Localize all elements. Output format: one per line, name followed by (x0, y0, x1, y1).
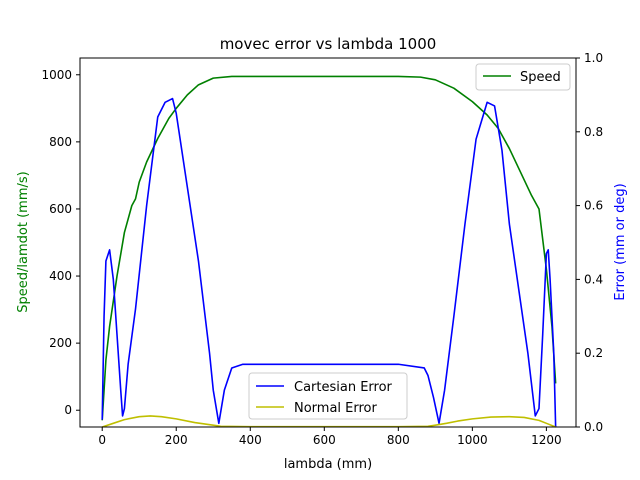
legend-errors: Cartesian Error Normal Error (248, 372, 408, 420)
series-line-speed (101, 75, 557, 421)
y-axis-left: 0 200 400 600 800 1000 (41, 68, 80, 417)
y-right-tick-label: 0.8 (584, 125, 603, 139)
x-axis-label: lambda (mm) (284, 457, 372, 472)
y-left-tick-label: 400 (49, 269, 72, 283)
legend-errors-box (248, 372, 408, 420)
y-left-tick-label: 200 (49, 336, 72, 350)
y-right-tick-label: 1.0 (584, 51, 603, 65)
series-line-cartesian-error (101, 97, 557, 428)
x-tick-label: 600 (313, 433, 336, 447)
y-axis-right: 0.0 0.2 0.4 0.6 0.8 1.0 (576, 51, 603, 434)
y-left-tick-label: 800 (49, 135, 72, 149)
y-right-tick-label: 0.0 (584, 420, 603, 434)
y-left-tick-label: 600 (49, 202, 72, 216)
legend-speed-box (475, 63, 571, 91)
x-tick-label: 1000 (457, 433, 488, 447)
y-left-tick-label: 1000 (41, 68, 72, 82)
y-axis-right-label: Error (mm or deg) (613, 183, 628, 300)
legend-normal-label: Normal Error (294, 401, 378, 416)
legend-speed: Speed (475, 63, 571, 91)
legend-speed-label: Speed (520, 70, 561, 85)
chart-title: movec error vs lambda 1000 (220, 35, 437, 53)
x-tick-label: 0 (98, 433, 106, 447)
x-tick-label: 400 (239, 433, 262, 447)
y-right-tick-label: 0.2 (584, 346, 603, 360)
y-right-tick-label: 0.4 (584, 272, 603, 286)
x-tick-label: 200 (165, 433, 188, 447)
y-right-tick-label: 0.6 (584, 199, 603, 213)
y-left-tick-label: 0 (64, 403, 72, 417)
legend-cartesian-label: Cartesian Error (294, 380, 393, 395)
x-tick-label: 800 (387, 433, 410, 447)
y-axis-left-label: Speed/lamdot (mm/s) (16, 171, 31, 312)
plot-frame (79, 57, 577, 428)
x-tick-label: 1200 (531, 433, 562, 447)
x-axis: 0 200 400 600 800 1000 1200 (98, 427, 562, 447)
